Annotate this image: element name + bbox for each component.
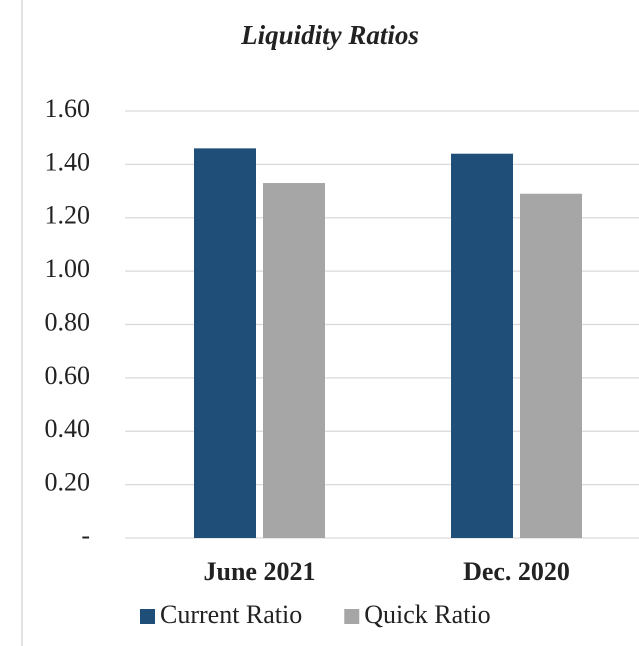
legend-swatch <box>344 609 360 624</box>
x-tick-label: June 2021 <box>204 557 316 586</box>
y-tick-label: 0.40 <box>45 414 91 443</box>
chart-title: Liquidity Ratios <box>240 20 419 50</box>
y-tick-label: 1.40 <box>45 147 91 176</box>
y-tick-label: 0.20 <box>45 468 91 497</box>
y-tick-label: 1.60 <box>45 94 91 123</box>
legend-label: Quick Ratio <box>364 600 490 629</box>
bar <box>194 148 256 539</box>
y-tick-label: 1.00 <box>45 254 91 283</box>
bar <box>451 153 513 538</box>
bar <box>520 193 582 538</box>
y-tick-label: 1.20 <box>45 201 91 230</box>
y-tick-label: - <box>81 521 90 550</box>
x-tick-label: Dec. 2020 <box>463 557 570 586</box>
y-tick-label: 0.60 <box>45 361 91 390</box>
y-tick-label: 0.80 <box>45 307 91 336</box>
legend-label: Current Ratio <box>160 600 302 629</box>
legend-swatch <box>140 609 155 624</box>
bar <box>263 183 325 538</box>
